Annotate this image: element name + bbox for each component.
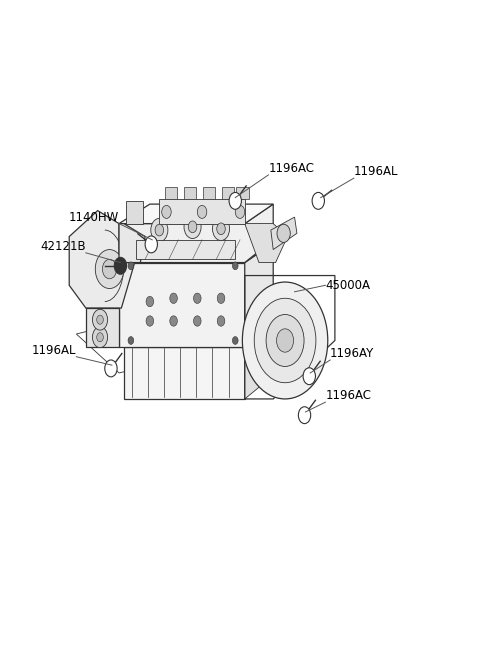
- Polygon shape: [69, 211, 140, 308]
- Text: 1196AY: 1196AY: [330, 347, 374, 360]
- Polygon shape: [86, 308, 119, 347]
- Polygon shape: [136, 240, 235, 259]
- Polygon shape: [245, 328, 268, 399]
- Circle shape: [217, 293, 225, 303]
- Circle shape: [277, 224, 290, 242]
- Polygon shape: [124, 328, 268, 347]
- Text: 42121B: 42121B: [40, 240, 86, 253]
- Circle shape: [146, 296, 154, 307]
- Circle shape: [229, 193, 241, 210]
- Circle shape: [235, 206, 245, 218]
- Circle shape: [102, 259, 117, 279]
- Circle shape: [193, 316, 201, 326]
- Text: 1140HW: 1140HW: [69, 211, 119, 223]
- Circle shape: [299, 407, 311, 424]
- Polygon shape: [245, 223, 288, 263]
- Polygon shape: [119, 243, 273, 263]
- Polygon shape: [245, 243, 273, 347]
- Text: 1196AC: 1196AC: [325, 389, 372, 402]
- Circle shape: [145, 236, 157, 253]
- Bar: [184, 187, 196, 199]
- Bar: [222, 187, 234, 199]
- Circle shape: [162, 206, 171, 218]
- Circle shape: [188, 221, 197, 233]
- Text: 1196AC: 1196AC: [268, 162, 314, 175]
- Circle shape: [114, 257, 127, 274]
- Polygon shape: [126, 201, 143, 223]
- Circle shape: [193, 293, 201, 303]
- Polygon shape: [119, 204, 273, 223]
- FancyBboxPatch shape: [159, 199, 245, 223]
- Circle shape: [105, 360, 117, 377]
- Circle shape: [170, 316, 178, 326]
- Circle shape: [303, 367, 315, 384]
- Polygon shape: [271, 217, 297, 250]
- Circle shape: [266, 314, 304, 366]
- Text: 45000A: 45000A: [325, 279, 371, 291]
- Text: 1196AL: 1196AL: [32, 344, 76, 357]
- Circle shape: [128, 262, 134, 270]
- Circle shape: [213, 217, 229, 240]
- Bar: [236, 187, 249, 199]
- Polygon shape: [119, 223, 145, 263]
- Polygon shape: [119, 263, 245, 347]
- Polygon shape: [119, 204, 273, 263]
- Circle shape: [312, 193, 324, 210]
- Circle shape: [96, 250, 124, 289]
- Circle shape: [217, 223, 225, 234]
- Circle shape: [151, 218, 168, 242]
- Polygon shape: [124, 347, 245, 399]
- Circle shape: [197, 206, 207, 218]
- Circle shape: [96, 315, 103, 324]
- Circle shape: [184, 215, 201, 238]
- Bar: [165, 187, 178, 199]
- Circle shape: [276, 329, 294, 352]
- Text: 1196AL: 1196AL: [354, 165, 398, 178]
- Circle shape: [254, 298, 316, 383]
- Circle shape: [232, 337, 238, 345]
- Circle shape: [232, 262, 238, 270]
- Circle shape: [242, 282, 328, 399]
- Bar: [203, 187, 216, 199]
- Circle shape: [93, 327, 108, 348]
- Circle shape: [146, 316, 154, 326]
- Circle shape: [96, 333, 103, 342]
- Circle shape: [128, 337, 134, 345]
- Circle shape: [155, 224, 164, 236]
- Circle shape: [170, 293, 178, 303]
- Circle shape: [217, 316, 225, 326]
- Circle shape: [93, 309, 108, 330]
